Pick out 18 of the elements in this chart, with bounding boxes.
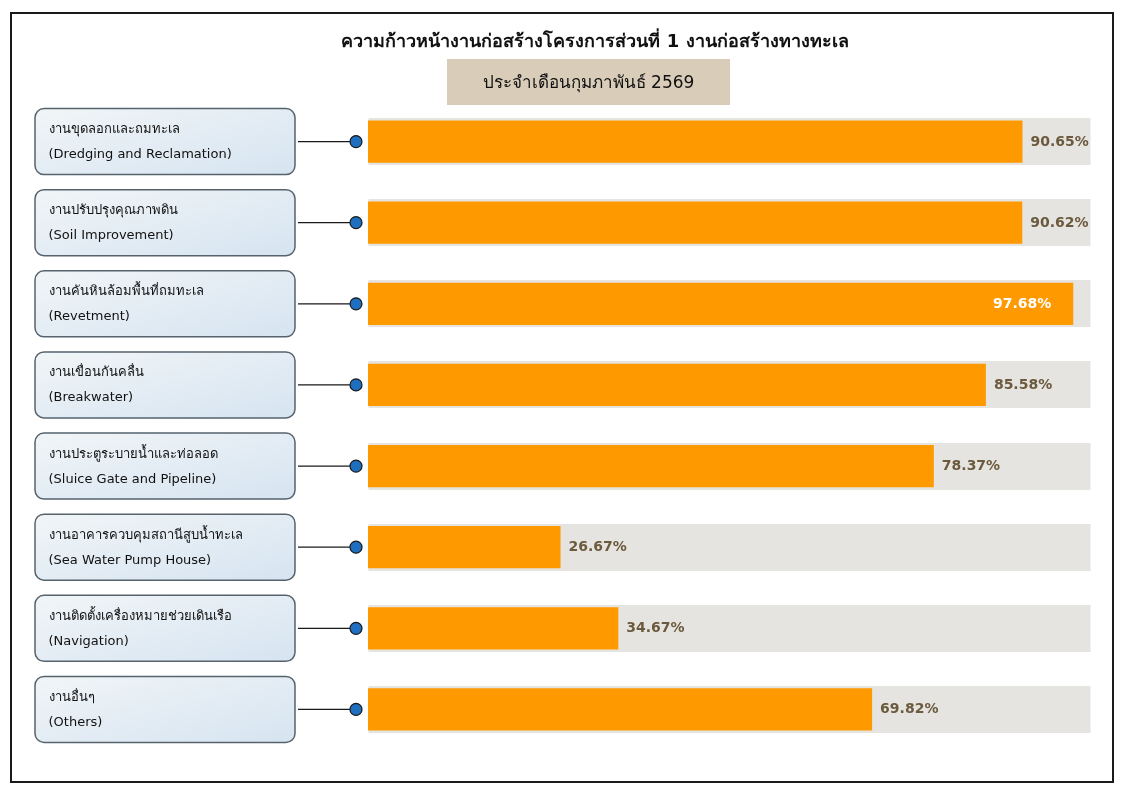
data-label: 78.37% <box>941 457 1001 474</box>
y-tick-label: งานอาคารควบคุมสถานีสูบน้ำทะเล (Sea Water Pump House) <box>48 524 243 567</box>
y-tick-label: งานเขื่อนกันคลื่น (Breakwater) <box>48 363 144 405</box>
y-tick-label: งานติดตั้งเครื่องหมายช่วยเดินเรือ (Navigation) <box>48 605 232 648</box>
chart-title: ความก้าวหน้างานก่อสร้างโครงการส่วนที่ 1 งานก่อสร้างทางทะเล <box>340 27 850 53</box>
y-tick-label: งานอื่นๆ (Others) <box>48 687 103 729</box>
y-tick-label: งานประตูระบายน้ำและท่อลอด (Sluice Gate and Pipeline) <box>48 443 218 486</box>
y-tick-label: งานคันหินล้อมพื้นที่ถมทะเล (Revetment) <box>48 281 204 324</box>
data-label: 85.58% <box>993 375 1053 392</box>
data-label: 90.62% <box>1030 213 1089 230</box>
data-label: 69.82% <box>880 700 939 717</box>
bar <box>368 526 561 569</box>
data-label: 26.67% <box>568 538 627 555</box>
data-label: 34.67% <box>626 619 685 636</box>
data-label: 97.68% <box>992 294 1052 311</box>
data-label: 90.65% <box>1030 132 1089 149</box>
y-tick-label: งานปรับปรุงคุณภาพดิน (Soil Improvement) <box>48 202 178 243</box>
y-tick-label: งานขุดลอกและถมทะเล (Dredging and Reclamation) <box>48 121 232 162</box>
